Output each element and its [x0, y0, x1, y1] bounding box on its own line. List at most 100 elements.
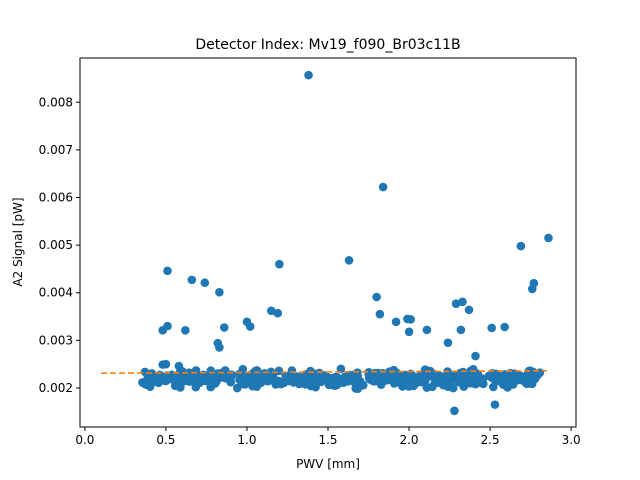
- scatter-point: [211, 375, 221, 385]
- scatter-point: [378, 369, 388, 379]
- y-tick-label: 0.006: [39, 191, 73, 205]
- x-tick-label: 0.0: [75, 433, 94, 447]
- scatter-point: [478, 374, 488, 384]
- scatter-point: [456, 325, 466, 335]
- x-axis-label: PWV [mm]: [296, 457, 360, 471]
- scatter-point: [174, 378, 183, 388]
- y-axis: 0.002 0.003 0.004 0.005 0.006 0.007 0.008: [39, 95, 80, 395]
- scatter-point: [149, 376, 158, 385]
- scatter-point: [145, 382, 155, 391]
- scatter-point: [422, 325, 432, 335]
- y-tick-label: 0.008: [39, 95, 73, 109]
- scatter-point: [502, 375, 512, 384]
- fit-line-group: [101, 370, 547, 374]
- scatter-point: [206, 382, 215, 392]
- scatter-point: [271, 380, 280, 389]
- scatter-point: [396, 371, 406, 381]
- scatter-point: [221, 372, 230, 381]
- y-axis-label: A2 Signal [pW]: [11, 197, 25, 286]
- scatter-point: [404, 382, 413, 391]
- scatter-point: [375, 309, 385, 319]
- scatter-point: [200, 278, 210, 288]
- scatter-point: [490, 400, 500, 409]
- y-tick-label: 0.005: [39, 238, 73, 252]
- scatter-point: [206, 366, 216, 375]
- scatter-point: [215, 287, 224, 297]
- scatter-point: [266, 306, 276, 316]
- scatter-points: [138, 70, 553, 416]
- scatter-point: [443, 338, 453, 348]
- y-tick-label: 0.004: [39, 286, 73, 300]
- scatter-point: [487, 323, 497, 333]
- scatter-point: [489, 382, 498, 392]
- scatter-point: [290, 373, 300, 383]
- scatter-point: [199, 370, 208, 380]
- scatter-point: [326, 373, 335, 383]
- scatter-point: [404, 327, 414, 337]
- x-axis: 0.0 0.5 1.0 1.5 2.0 2.5 3.0: [75, 427, 581, 447]
- scatter-point: [372, 292, 381, 302]
- scatter-point: [163, 266, 172, 276]
- scatter-point: [344, 256, 354, 265]
- scatter-point: [180, 371, 190, 381]
- scatter-point: [407, 374, 417, 383]
- y-tick-label: 0.007: [39, 143, 73, 157]
- scatter-point: [391, 317, 401, 327]
- scatter-point: [273, 308, 283, 318]
- scatter-point: [219, 323, 229, 332]
- scatter-point: [140, 367, 150, 377]
- scatter-point: [274, 366, 284, 376]
- scatter-point: [381, 376, 390, 385]
- scatter-point: [370, 376, 380, 386]
- chart-title: Detector Index: Mv19_f090_Br03c11B: [195, 37, 460, 53]
- scatter-point: [420, 372, 429, 381]
- scatter-point: [535, 368, 545, 377]
- scatter-point: [158, 326, 167, 335]
- scatter-point: [378, 182, 388, 192]
- scatter-point: [275, 259, 284, 269]
- scatter-point: [471, 351, 480, 361]
- scatter-point: [215, 343, 224, 352]
- scatter-point: [245, 322, 255, 331]
- scatter-point: [389, 376, 399, 385]
- scatter-point: [187, 275, 197, 285]
- scatter-point: [161, 376, 171, 386]
- scatter-point: [310, 376, 319, 385]
- scatter-point: [464, 305, 474, 315]
- scatter-point: [448, 383, 458, 393]
- scatter-point: [516, 241, 526, 251]
- fit-line: [101, 370, 547, 374]
- scatter-point: [457, 375, 466, 384]
- scatter-point: [544, 233, 553, 243]
- scatter-point: [406, 315, 415, 324]
- scatter-point: [500, 322, 509, 332]
- y-tick-label: 0.002: [39, 381, 73, 395]
- scatter-point: [444, 371, 453, 381]
- scatter-point: [181, 326, 190, 335]
- scatter-point: [353, 384, 363, 394]
- scatter-point: [304, 70, 313, 80]
- scatter-point: [487, 373, 496, 382]
- scatter-point: [336, 364, 346, 374]
- scatter-point: [343, 377, 353, 386]
- scatter-point: [351, 374, 361, 384]
- x-tick-label: 2.5: [481, 433, 500, 447]
- scatter-point: [451, 299, 461, 308]
- scatter-point: [458, 297, 467, 307]
- scatter-point: [467, 378, 477, 388]
- scatter-point: [240, 380, 250, 389]
- scatter-point: [468, 364, 478, 374]
- scatter-point: [234, 369, 244, 379]
- scatter-point: [450, 406, 459, 416]
- x-tick-label: 1.0: [237, 433, 256, 447]
- x-tick-label: 1.5: [318, 433, 337, 447]
- scatter-point: [232, 383, 242, 393]
- scatter-point: [311, 382, 320, 392]
- scatter-point: [331, 379, 340, 388]
- scatter-point: [428, 382, 437, 392]
- scatter-point: [262, 375, 272, 384]
- scatter-point: [191, 382, 201, 392]
- scatter-point: [174, 361, 184, 371]
